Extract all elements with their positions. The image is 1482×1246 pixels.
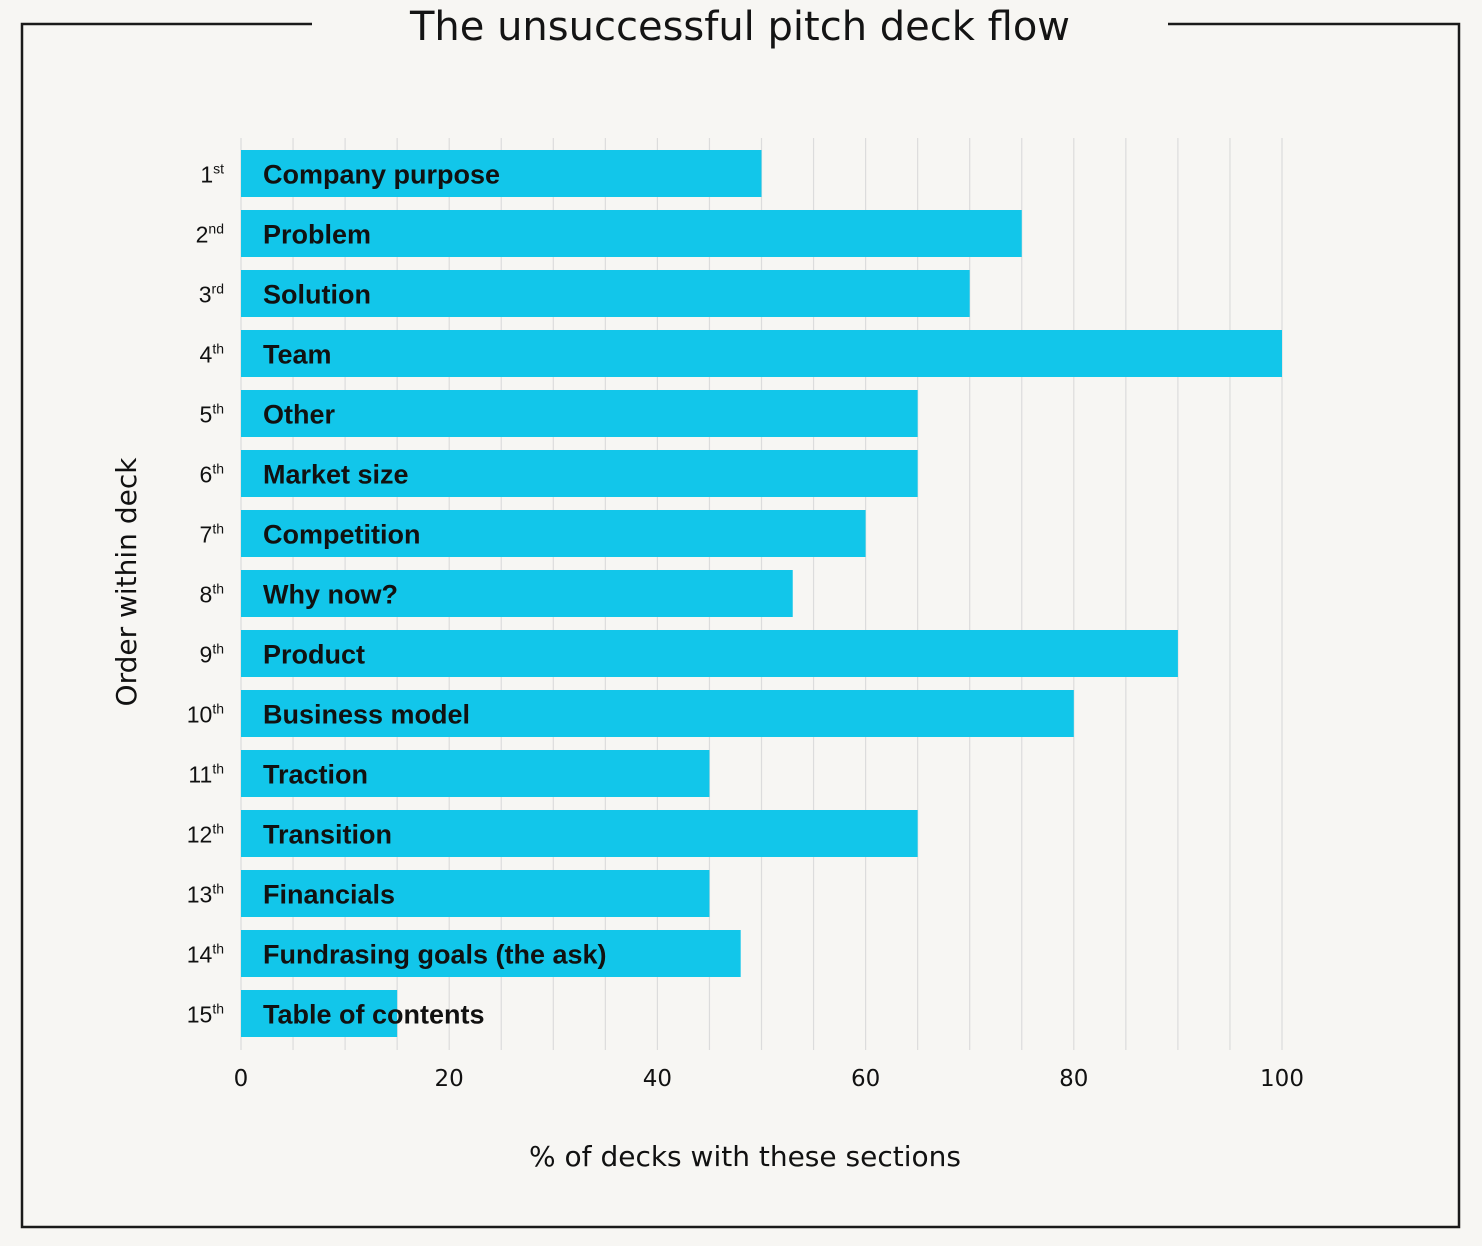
x-tick-labels: 0 20 40 60 80 100	[234, 1066, 1304, 1092]
bar-label: Financials	[263, 880, 395, 910]
rank-label: 10th	[187, 701, 224, 728]
rank-label: 11th	[188, 761, 224, 788]
bar	[241, 870, 710, 917]
rank-label: 12th	[187, 821, 224, 848]
bar-label: Competition	[263, 520, 420, 550]
bar	[241, 930, 741, 977]
rank-label: 9th	[200, 641, 224, 668]
bar-label: Traction	[263, 760, 368, 790]
bar-label: Transition	[263, 820, 392, 850]
bar	[241, 990, 398, 1037]
bar	[241, 270, 970, 317]
bar-label: Team	[263, 340, 332, 370]
rank-label: 14th	[187, 941, 224, 968]
bar	[241, 570, 793, 617]
bar	[241, 510, 866, 557]
category-labels: 1st 2nd 3rd 4th 5th 6th 7th 8th 9th 10th 11th 12th 1…	[187, 161, 224, 1028]
bar-label: Market size	[263, 460, 409, 490]
bar	[241, 690, 1074, 737]
rank-label: 2nd	[196, 221, 224, 248]
bar	[241, 330, 1282, 377]
rank-label: 5th	[200, 401, 224, 428]
bar-label: Why now?	[263, 580, 398, 610]
bar	[241, 630, 1178, 677]
bar	[241, 210, 1022, 257]
y-axis-title: Order within deck	[110, 457, 143, 707]
x-tick-label: 80	[1059, 1066, 1088, 1092]
x-axis-title: % of decks with these sections	[529, 1140, 961, 1173]
chart-frame	[20, 22, 1461, 1229]
rank-label: 3rd	[199, 281, 224, 308]
rank-label: 7th	[200, 521, 224, 548]
bar-label: Table of contents	[263, 1000, 485, 1030]
rank-label: 4th	[200, 341, 224, 368]
rank-label: 13th	[187, 881, 224, 908]
rank-label: 6th	[200, 461, 224, 488]
x-tick-label: 100	[1260, 1066, 1304, 1092]
x-tick-label: 40	[643, 1066, 672, 1092]
chart-title: The unsuccessful pitch deck flow	[409, 4, 1070, 50]
bar-label: Other	[263, 400, 336, 430]
bar	[241, 750, 710, 797]
bar-label: Company purpose	[263, 160, 500, 190]
bar	[241, 390, 918, 437]
bar	[241, 150, 762, 197]
x-tick-label: 60	[851, 1066, 880, 1092]
bar	[241, 810, 918, 857]
rank-label: 8th	[200, 581, 224, 608]
bars: Company purpose Problem Solution Team Other M…	[241, 150, 1282, 1037]
bar-label: Product	[263, 640, 365, 670]
x-tick-label: 20	[435, 1066, 464, 1092]
bar-label: Business model	[263, 700, 470, 730]
x-tick-label: 0	[234, 1066, 249, 1092]
bar-label: Fundrasing goals (the ask)	[263, 940, 607, 970]
bar-label: Problem	[263, 220, 371, 250]
rank-label: 1st	[200, 161, 224, 188]
bar	[241, 450, 918, 497]
rank-label: 15th	[187, 1001, 224, 1028]
bar-label: Solution	[263, 280, 371, 310]
